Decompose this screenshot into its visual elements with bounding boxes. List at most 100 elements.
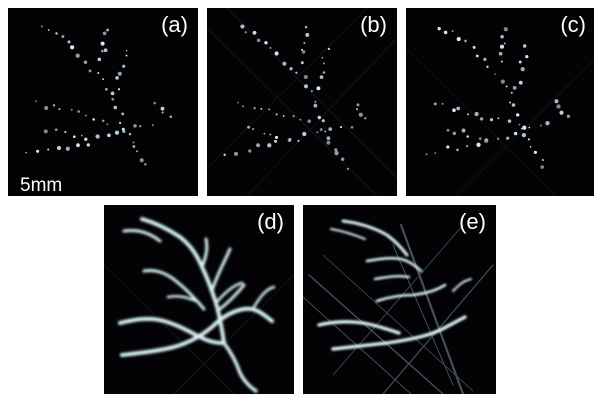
signal-speck [518,80,523,85]
signal-speck [461,128,466,133]
signal-speck [334,151,339,156]
signal-speck [522,44,527,48]
signal-speck [326,140,331,145]
signal-speck [153,101,156,105]
panel-c-label: (c) [560,12,586,37]
signal-speck [102,119,105,122]
signal-speck [263,132,266,135]
signal-speck [313,103,318,108]
signal-speck [321,119,325,123]
panel-a-label: (a) [161,12,188,37]
signal-speck [521,132,527,138]
signal-speck [314,100,317,103]
signal-speck [128,132,132,136]
signal-speck [434,152,437,154]
signal-speck [327,47,331,51]
signal-speck [503,27,508,32]
signal-speck [64,130,67,134]
signal-speck [25,151,27,154]
signal-speck [36,149,40,153]
signal-speck [485,138,488,140]
signal-speck [244,31,247,34]
signal-speck [446,145,450,149]
signal-speck [97,71,100,75]
panel-c-image [406,27,594,196]
signal-speck [252,30,257,35]
signal-speck [35,100,37,103]
signal-speck [297,139,300,142]
signal-speck [512,86,517,90]
signal-speck [518,60,522,64]
signal-speck [364,117,367,120]
signal-speck [101,49,104,53]
signal-speck [467,113,470,116]
signal-speck [86,143,90,147]
signal-speck [316,131,319,134]
signal-speck [474,111,479,117]
panel-d-label: (d) [257,209,284,234]
signal-speck [489,118,494,122]
signal-speck [110,91,115,96]
signal-speck [274,135,279,139]
signal-speck [160,106,165,111]
signal-speck [136,150,138,153]
signal-speck [264,41,268,45]
signal-speck [122,64,126,68]
signal-speck [500,35,504,39]
panel-b-label: (b) [360,12,387,37]
signal-speck [528,126,531,129]
signal-speck [425,153,428,156]
signal-speck [282,114,285,117]
signal-speck [456,37,461,42]
signal-speck [341,157,345,161]
signal-speck [451,30,454,33]
signal-speck [55,32,58,35]
signal-speck [242,105,245,108]
signal-speck [43,129,48,134]
signal-speck [117,88,121,91]
signal-speck [539,124,542,127]
signal-speck [334,148,338,152]
signal-speck [114,130,120,135]
signal-speck [104,87,108,91]
signal-speck [510,91,513,94]
signal-speck [322,71,326,74]
signal-speck [295,71,298,74]
signal-speck [111,97,115,101]
signal-speck [274,51,279,56]
panel-d-image [104,217,294,394]
signal-speck [498,51,503,56]
signal-speck [44,106,49,110]
signal-speck [72,135,76,139]
signal-speck [324,130,327,133]
signal-speck [302,131,307,137]
signal-speck [40,25,43,28]
signal-speck [292,114,295,118]
signal-speck [118,121,122,125]
signal-speck [507,119,512,123]
signal-speck [527,138,530,141]
signal-speck [289,67,293,71]
signal-speck [247,125,251,129]
signal-speck [100,41,105,46]
signal-speck [529,145,532,148]
signal-speck [321,56,324,59]
signal-speck [441,103,444,105]
signal-speck [85,114,87,117]
signal-speck [122,129,126,134]
signal-speck [499,44,505,49]
signal-speck [319,128,323,132]
signal-speck [269,46,272,49]
signal-speck [559,110,564,115]
signal-speck [253,107,256,110]
signal-speck [305,32,310,37]
signal-speck [518,123,521,126]
signal-speck [275,113,278,116]
signal-speck [103,48,108,53]
signal-speck [541,158,544,162]
signal-speck [77,110,81,113]
signal-speck [56,145,62,151]
signal-speck [356,103,360,107]
panel-a: (a) 5mm [8,8,198,196]
panel-d: (d) [104,205,294,394]
